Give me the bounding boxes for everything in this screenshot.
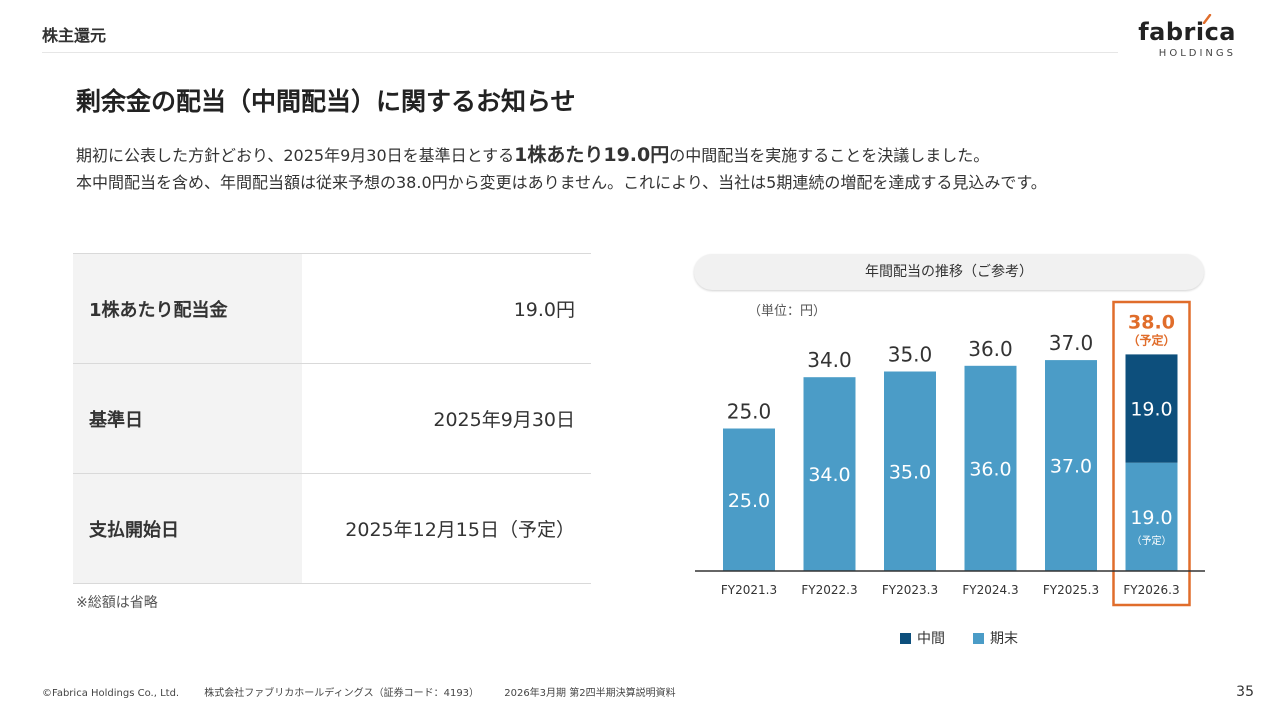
section-label: 株主還元 bbox=[42, 26, 107, 45]
x-tick-label: FY2026.3 bbox=[1123, 583, 1179, 597]
row-value-record-date: 2025年9月30日 bbox=[433, 409, 575, 431]
data-label-year-end: 25.0 bbox=[728, 490, 770, 512]
total-label: 34.0 bbox=[807, 348, 852, 372]
x-tick-label: FY2023.3 bbox=[882, 583, 938, 597]
data-label-year-end: 37.0 bbox=[1050, 456, 1092, 478]
page-number: 35 bbox=[1236, 684, 1254, 700]
footer-copyright: ©Fabrica Holdings Co., Ltd. bbox=[42, 688, 180, 699]
intro-line-1-c: の中間配当を実施することを決議しました。 bbox=[669, 146, 990, 165]
table-row: 支払開始日 2025年12月15日（予定） bbox=[73, 473, 591, 584]
intro-line-2: 本中間配当を含め、年間配当額は従来予想の38.0円から変更はありません。これによ… bbox=[76, 173, 1047, 192]
footer-document: 2026年3月期 第2四半期決算説明資料 bbox=[504, 688, 676, 699]
data-label-interim: 19.0 bbox=[1130, 399, 1172, 421]
x-tick-label: FY2025.3 bbox=[1043, 583, 1099, 597]
x-tick-label: FY2024.3 bbox=[962, 583, 1018, 597]
intro-paragraph: 期初に公表した方針どおり、2025年9月30日を基準日とする1株あたり19.0円… bbox=[76, 142, 1047, 196]
legend-swatch-interim bbox=[900, 632, 911, 644]
bar-year-end bbox=[1125, 462, 1178, 571]
bar-year-end bbox=[723, 428, 775, 571]
bar-year-end bbox=[884, 371, 936, 571]
data-label-year-end: 34.0 bbox=[808, 464, 850, 486]
total-label: 35.0 bbox=[888, 343, 933, 367]
logo-accent-icon bbox=[1202, 14, 1212, 24]
row-value-dividend-per-share: 19.0円 bbox=[513, 299, 575, 321]
legend-label-interim: 中間 bbox=[917, 631, 945, 647]
legend-item-interim: 中間 bbox=[900, 628, 945, 648]
bar-year-end bbox=[1045, 360, 1097, 571]
logo-wordmark: fabrica bbox=[1138, 18, 1236, 46]
data-label-year-end: 36.0 bbox=[969, 458, 1011, 480]
table-row: 1株あたり配当金 19.0円 bbox=[73, 253, 591, 364]
table-note: ※総額は省略 bbox=[76, 595, 158, 611]
intro-emphasis: 1株あたり19.0円 bbox=[514, 144, 670, 166]
legend-swatch-year-end bbox=[973, 632, 984, 644]
legend-item-year-end: 期末 bbox=[973, 628, 1018, 648]
total-forecast-note: （予定） bbox=[1127, 332, 1175, 347]
intro-line-1-a: 期初に公表した方針どおり、2025年9月30日を基準日とする bbox=[76, 146, 515, 165]
row-label-dividend-per-share: 1株あたり配当金 bbox=[73, 253, 302, 364]
intro-line-1: 期初に公表した方針どおり、2025年9月30日を基準日とする1株あたり19.0円… bbox=[76, 142, 1047, 169]
forecast-note-in-bar: （予定） bbox=[1132, 534, 1172, 547]
chart-unit-label: （単位：円） bbox=[748, 304, 827, 319]
page-title: 剰余金の配当（中間配当）に関するお知らせ bbox=[76, 87, 576, 116]
x-tick-label: FY2022.3 bbox=[801, 583, 857, 597]
header-divider bbox=[42, 52, 1118, 53]
chart-legend: 中間 期末 bbox=[900, 628, 1018, 648]
dividend-info-table: 1株あたり配当金 19.0円 基準日 2025年9月30日 支払開始日 2025… bbox=[73, 253, 591, 584]
total-label: 25.0 bbox=[727, 400, 772, 424]
legend-label-year-end: 期末 bbox=[990, 631, 1018, 647]
company-logo: fabrica HOLDINGS bbox=[1138, 14, 1236, 60]
highlight-frame bbox=[1112, 300, 1191, 607]
footer: ©Fabrica Holdings Co., Ltd. 株式会社ファブリカホール… bbox=[42, 684, 698, 699]
data-label-year-end: 35.0 bbox=[889, 461, 931, 483]
total-label: 36.0 bbox=[968, 337, 1013, 361]
data-label-year-end: 19.0 bbox=[1130, 507, 1172, 529]
bar-year-end bbox=[803, 377, 856, 571]
logo-subtext: HOLDINGS bbox=[1158, 48, 1236, 59]
bar-interim bbox=[1125, 354, 1178, 463]
total-label-highlight: 38.0 bbox=[1128, 311, 1175, 333]
row-value-payment-date: 2025年12月15日（予定） bbox=[345, 519, 575, 541]
x-tick-label: FY2021.3 bbox=[721, 583, 777, 597]
row-label-payment-date: 支払開始日 bbox=[73, 473, 302, 584]
bar-year-end bbox=[964, 365, 1017, 571]
footer-company: 株式会社ファブリカホールディングス（証券コード：4193） bbox=[204, 688, 480, 699]
chart-title: 年間配当の推移（ご参考） bbox=[694, 254, 1204, 290]
dividend-chart: 25.0 25.0 FY2021.3 34.0 34.0 FY2022.3 35.0 35.0… bbox=[695, 300, 1205, 607]
row-label-record-date: 基準日 bbox=[73, 363, 302, 474]
total-label: 37.0 bbox=[1049, 331, 1094, 355]
table-row: 基準日 2025年9月30日 bbox=[73, 363, 591, 474]
